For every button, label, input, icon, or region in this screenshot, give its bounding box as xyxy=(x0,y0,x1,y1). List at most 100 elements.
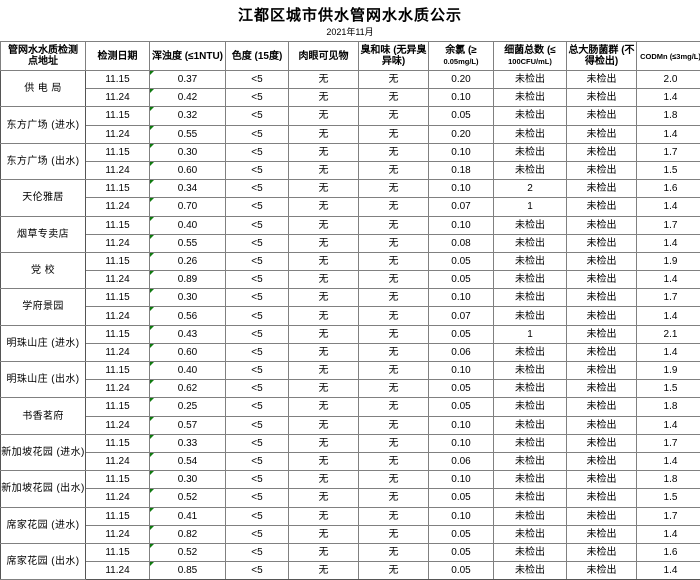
cell-coliform: 未检出 xyxy=(567,107,637,125)
column-header-residual-chlorine-line2: 0.05mg/L) xyxy=(443,57,478,66)
cell-bacteria-count: 未检出 xyxy=(494,234,567,252)
cell-coliform: 未检出 xyxy=(567,398,637,416)
cell-chroma: <5 xyxy=(226,362,289,380)
page-subtitle: 2021年11月 xyxy=(0,25,700,38)
cell-date: 11.24 xyxy=(86,380,150,398)
cell-odor-taste: 无 xyxy=(359,143,429,161)
cell-visible-matter: 无 xyxy=(289,362,359,380)
cell-codmn: 1.5 xyxy=(637,380,700,398)
column-header-codmn: CODMn (≤3mg/L) xyxy=(637,42,700,71)
cell-bacteria-count: 未检出 xyxy=(494,416,567,434)
cell-residual-chlorine: 0.20 xyxy=(429,71,494,89)
cell-bacteria-count: 未检出 xyxy=(494,89,567,107)
cell-odor-taste: 无 xyxy=(359,525,429,543)
cell-chroma: <5 xyxy=(226,107,289,125)
cell-date: 11.15 xyxy=(86,507,150,525)
column-header-residual-chlorine: 余氯 (≥ 0.05mg/L) xyxy=(429,42,494,71)
column-header-chroma-line1: 色度 (15度) xyxy=(232,51,283,62)
cell-turbidity: 0.33 xyxy=(150,434,226,452)
cell-codmn: 1.7 xyxy=(637,289,700,307)
cell-odor-taste: 无 xyxy=(359,234,429,252)
cell-visible-matter: 无 xyxy=(289,216,359,234)
cell-date: 11.24 xyxy=(86,198,150,216)
column-header-date: 检测日期 xyxy=(86,42,150,71)
cell-visible-matter: 无 xyxy=(289,161,359,179)
cell-coliform: 未检出 xyxy=(567,325,637,343)
cell-visible-matter: 无 xyxy=(289,416,359,434)
cell-bacteria-count: 未检出 xyxy=(494,507,567,525)
cell-chroma: <5 xyxy=(226,271,289,289)
cell-codmn: 1.5 xyxy=(637,489,700,507)
cell-residual-chlorine: 0.06 xyxy=(429,452,494,470)
cell-bacteria-count: 未检出 xyxy=(494,289,567,307)
cell-bacteria-count: 未检出 xyxy=(494,434,567,452)
column-header-chroma: 色度 (15度) xyxy=(226,42,289,71)
cell-residual-chlorine: 0.10 xyxy=(429,362,494,380)
cell-bacteria-count: 未检出 xyxy=(494,471,567,489)
cell-site: 书香茗府 xyxy=(1,398,86,434)
cell-coliform: 未检出 xyxy=(567,507,637,525)
cell-odor-taste: 无 xyxy=(359,325,429,343)
cell-odor-taste: 无 xyxy=(359,380,429,398)
cell-codmn: 1.7 xyxy=(637,216,700,234)
cell-comment-marker-icon xyxy=(150,362,154,366)
cell-date: 11.24 xyxy=(86,161,150,179)
cell-chroma: <5 xyxy=(226,507,289,525)
column-header-visible-matter: 肉眼可见物 xyxy=(289,42,359,71)
cell-chroma: <5 xyxy=(226,525,289,543)
cell-turbidity: 0.43 xyxy=(150,325,226,343)
cell-residual-chlorine: 0.05 xyxy=(429,562,494,580)
cell-odor-taste: 无 xyxy=(359,343,429,361)
cell-date: 11.15 xyxy=(86,362,150,380)
cell-coliform: 未检出 xyxy=(567,89,637,107)
cell-turbidity: 0.41 xyxy=(150,507,226,525)
cell-bacteria-count: 未检出 xyxy=(494,252,567,270)
cell-date: 11.24 xyxy=(86,125,150,143)
cell-coliform: 未检出 xyxy=(567,71,637,89)
cell-comment-marker-icon xyxy=(150,217,154,221)
cell-date: 11.24 xyxy=(86,489,150,507)
cell-codmn: 1.5 xyxy=(637,161,700,179)
cell-comment-marker-icon xyxy=(150,380,154,384)
cell-chroma: <5 xyxy=(226,307,289,325)
cell-turbidity: 0.62 xyxy=(150,380,226,398)
cell-comment-marker-icon xyxy=(150,180,154,184)
cell-bacteria-count: 未检出 xyxy=(494,362,567,380)
cell-comment-marker-icon xyxy=(150,326,154,330)
cell-bacteria-count: 未检出 xyxy=(494,562,567,580)
cell-visible-matter: 无 xyxy=(289,562,359,580)
cell-chroma: <5 xyxy=(226,198,289,216)
cell-turbidity: 0.30 xyxy=(150,289,226,307)
cell-codmn: 1.9 xyxy=(637,362,700,380)
cell-turbidity: 0.32 xyxy=(150,107,226,125)
cell-coliform: 未检出 xyxy=(567,416,637,434)
column-header-site-line2: 点地址 xyxy=(28,56,58,67)
cell-comment-marker-icon xyxy=(150,544,154,548)
cell-visible-matter: 无 xyxy=(289,71,359,89)
cell-residual-chlorine: 0.05 xyxy=(429,107,494,125)
column-header-bacteria-count-line1: 细菌总数 (≤ xyxy=(504,45,556,56)
cell-bacteria-count: 未检出 xyxy=(494,107,567,125)
cell-visible-matter: 无 xyxy=(289,198,359,216)
cell-coliform: 未检出 xyxy=(567,161,637,179)
column-header-site: 管网水水质检测 点地址 xyxy=(1,42,86,71)
cell-bacteria-count: 未检出 xyxy=(494,452,567,470)
cell-codmn: 1.4 xyxy=(637,271,700,289)
cell-comment-marker-icon xyxy=(150,453,154,457)
cell-visible-matter: 无 xyxy=(289,471,359,489)
cell-site: 新加坡花园 (出水) xyxy=(1,471,86,507)
cell-site: 席家花园 (出水) xyxy=(1,543,86,579)
cell-odor-taste: 无 xyxy=(359,89,429,107)
cell-visible-matter: 无 xyxy=(289,271,359,289)
cell-chroma: <5 xyxy=(226,325,289,343)
